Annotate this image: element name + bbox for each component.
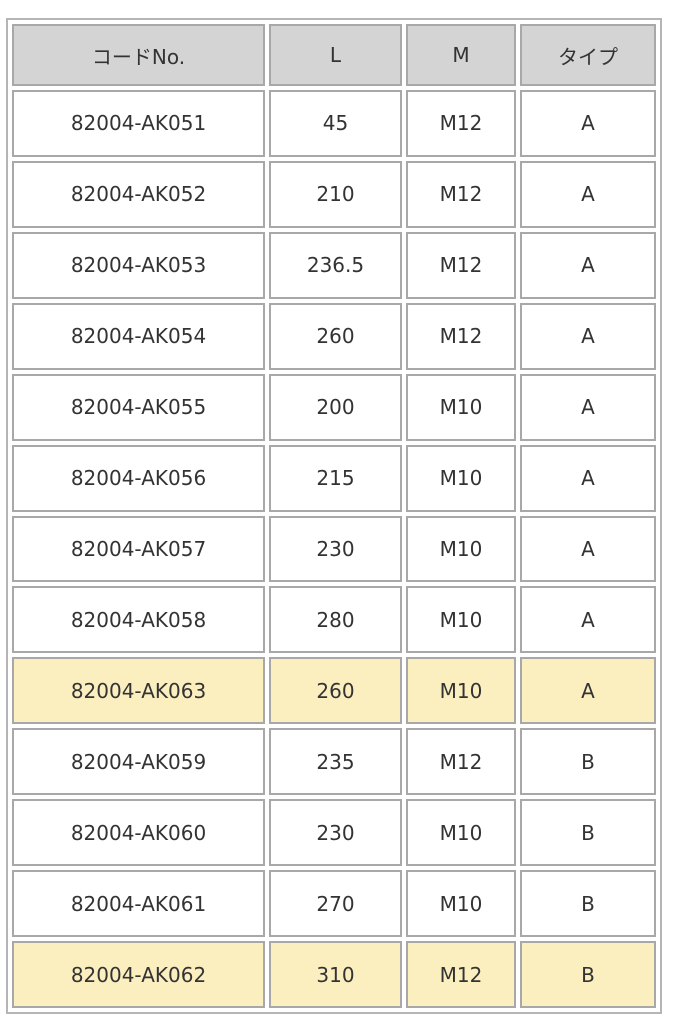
spec-table-container: コードNo. L M タイプ 82004-AK051 45 M12 A 82004-AK…	[6, 18, 662, 1014]
table-row: 82004-AK056 215 M10 A	[12, 444, 656, 512]
cell-m: M10	[406, 444, 516, 512]
cell-type: B	[520, 799, 656, 867]
cell-type: A	[520, 302, 656, 370]
table-row: 82004-AK052 210 M12 A	[12, 160, 656, 228]
cell-l: 230	[269, 515, 402, 583]
cell-m: M12	[406, 90, 516, 157]
spec-table: コードNo. L M タイプ 82004-AK051 45 M12 A 82004-AK…	[8, 20, 660, 1012]
table-row: 82004-AK063 260 M10 A	[12, 657, 656, 725]
cell-m: M10	[406, 799, 516, 867]
cell-code: 82004-AK058	[12, 586, 265, 654]
cell-type: A	[520, 90, 656, 157]
table-row: 82004-AK057 230 M10 A	[12, 515, 656, 583]
table-row: 82004-AK062 310 M12 B	[12, 941, 656, 1008]
cell-l: 280	[269, 586, 402, 654]
header-l: L	[269, 24, 402, 86]
cell-code: 82004-AK056	[12, 444, 265, 512]
cell-l: 45	[269, 90, 402, 157]
table-row: 82004-AK054 260 M12 A	[12, 302, 656, 370]
cell-m: M12	[406, 302, 516, 370]
header-m: M	[406, 24, 516, 86]
cell-code: 82004-AK057	[12, 515, 265, 583]
cell-type: B	[520, 870, 656, 938]
cell-type: A	[520, 515, 656, 583]
cell-l: 270	[269, 870, 402, 938]
cell-code: 82004-AK054	[12, 302, 265, 370]
cell-code: 82004-AK061	[12, 870, 265, 938]
table-body: 82004-AK051 45 M12 A 82004-AK052 210 M12 A 82004…	[12, 90, 656, 1008]
cell-m: M10	[406, 515, 516, 583]
table-row: 82004-AK060 230 M10 B	[12, 799, 656, 867]
cell-l: 260	[269, 302, 402, 370]
cell-m: M12	[406, 231, 516, 299]
header-type: タイプ	[520, 24, 656, 86]
header-code: コードNo.	[12, 24, 265, 86]
cell-code: 82004-AK063	[12, 657, 265, 725]
table-row: 82004-AK053 236.5 M12 A	[12, 231, 656, 299]
cell-code: 82004-AK060	[12, 799, 265, 867]
cell-m: M10	[406, 586, 516, 654]
table-row: 82004-AK059 235 M12 B	[12, 728, 656, 796]
cell-code: 82004-AK052	[12, 160, 265, 228]
table-row: 82004-AK051 45 M12 A	[12, 90, 656, 157]
cell-l: 215	[269, 444, 402, 512]
cell-type: A	[520, 160, 656, 228]
cell-l: 310	[269, 941, 402, 1008]
cell-type: B	[520, 941, 656, 1008]
cell-type: A	[520, 373, 656, 441]
cell-type: A	[520, 657, 656, 725]
cell-type: A	[520, 586, 656, 654]
cell-m: M10	[406, 373, 516, 441]
cell-m: M12	[406, 728, 516, 796]
cell-m: M12	[406, 941, 516, 1008]
header-row: コードNo. L M タイプ	[12, 24, 656, 86]
cell-code: 82004-AK055	[12, 373, 265, 441]
cell-l: 236.5	[269, 231, 402, 299]
table-row: 82004-AK058 280 M10 A	[12, 586, 656, 654]
cell-l: 235	[269, 728, 402, 796]
cell-code: 82004-AK062	[12, 941, 265, 1008]
cell-type: A	[520, 444, 656, 512]
cell-code: 82004-AK053	[12, 231, 265, 299]
table-row: 82004-AK061 270 M10 B	[12, 870, 656, 938]
cell-l: 230	[269, 799, 402, 867]
table-row: 82004-AK055 200 M10 A	[12, 373, 656, 441]
cell-l: 260	[269, 657, 402, 725]
cell-code: 82004-AK051	[12, 90, 265, 157]
cell-type: A	[520, 231, 656, 299]
cell-m: M10	[406, 657, 516, 725]
cell-l: 210	[269, 160, 402, 228]
cell-type: B	[520, 728, 656, 796]
cell-l: 200	[269, 373, 402, 441]
cell-m: M10	[406, 870, 516, 938]
cell-m: M12	[406, 160, 516, 228]
cell-code: 82004-AK059	[12, 728, 265, 796]
